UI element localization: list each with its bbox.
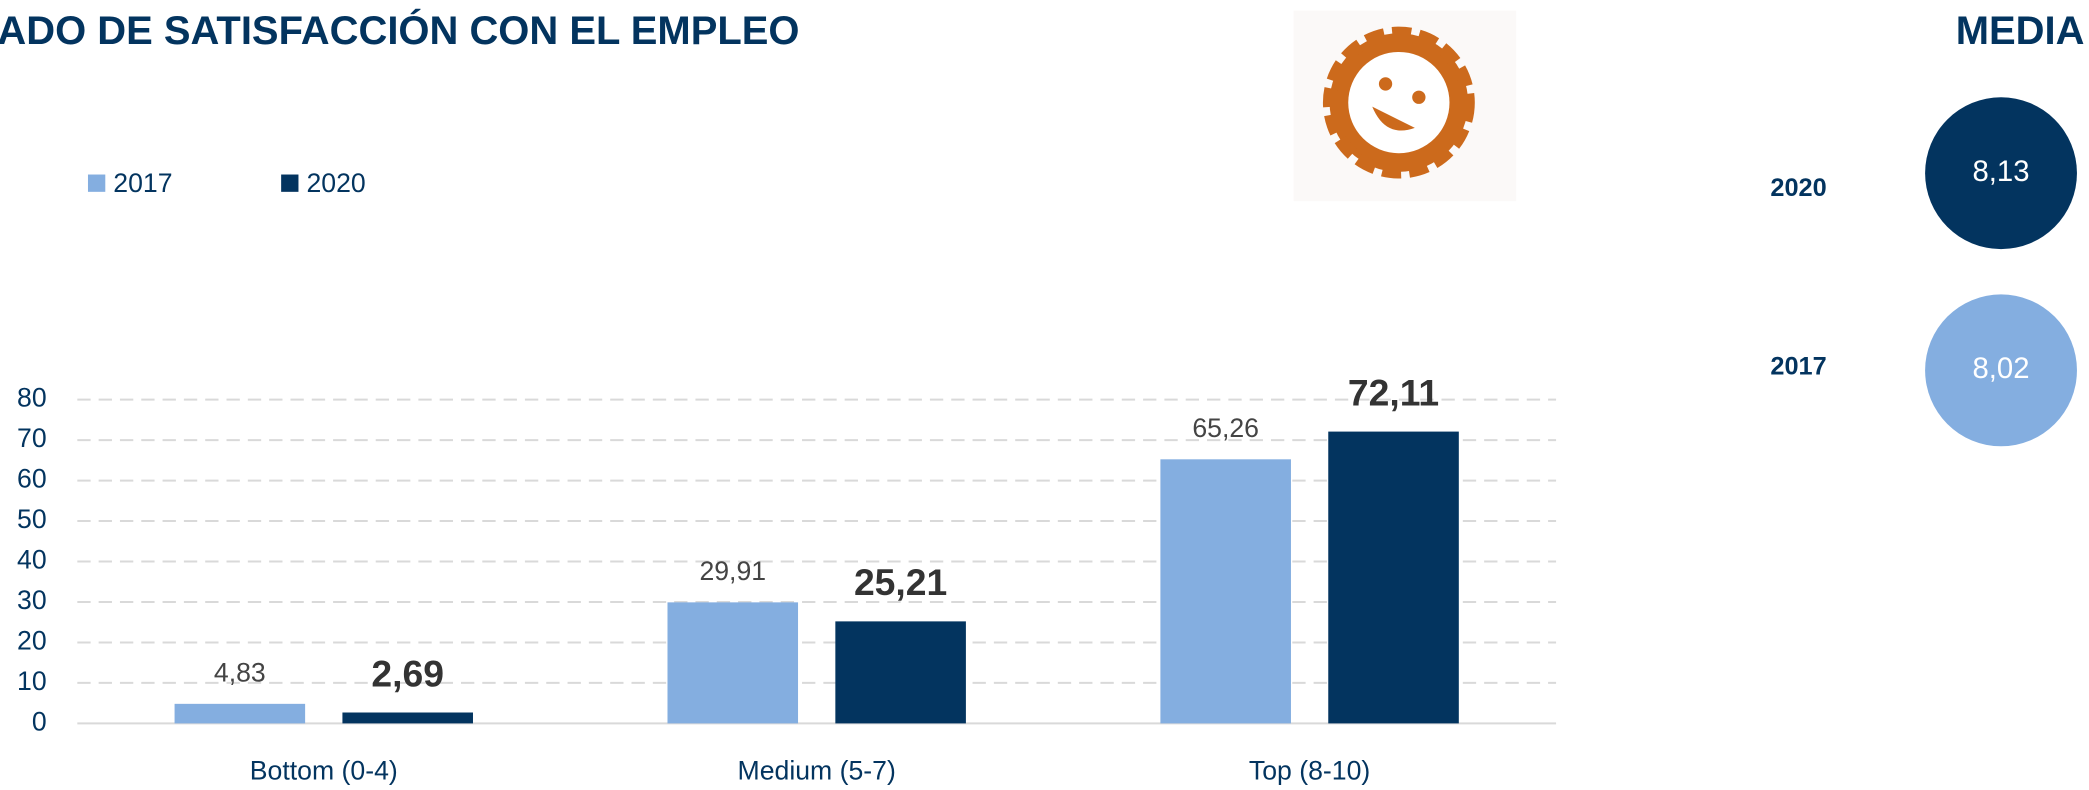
bar	[835, 621, 966, 724]
legend-label: 2020	[306, 168, 365, 198]
x-tick-label: Top (8-10)	[1249, 756, 1370, 786]
media-circle	[1925, 97, 2077, 250]
bar	[174, 703, 306, 724]
media-year: 2017	[1770, 352, 1826, 380]
y-tick-label: 70	[17, 423, 47, 453]
y-tick-label: 30	[17, 585, 47, 615]
bar	[667, 602, 799, 724]
data-label: 65,26	[1192, 413, 1259, 443]
smiley-icon	[1293, 10, 1517, 202]
legend-swatch	[281, 174, 299, 192]
y-tick-label: 80	[17, 383, 47, 413]
data-label: 25,21	[854, 561, 947, 603]
data-label: 2,69	[371, 652, 444, 694]
media-circle	[1925, 294, 2077, 447]
chart-title: ADO DE SATISFACCIÓN CON EL EMPLEO	[0, 7, 799, 53]
y-tick-label: 50	[17, 504, 47, 534]
data-label: 29,91	[699, 556, 766, 586]
media-year: 2020	[1770, 174, 1826, 202]
data-label: 72,11	[1348, 371, 1439, 413]
bar	[1328, 431, 1459, 724]
x-tick-label: Bottom (0-4)	[250, 756, 398, 786]
x-tick-label: Medium (5-7)	[738, 756, 896, 786]
data-label: 4,83	[214, 658, 266, 688]
legend-label: 2017	[113, 168, 172, 198]
bar	[1160, 459, 1291, 724]
media-value: 8,13	[1973, 155, 2030, 188]
bar	[342, 712, 473, 724]
y-tick-label: 10	[17, 666, 47, 696]
y-tick-label: 0	[32, 706, 47, 736]
y-tick-label: 60	[17, 464, 47, 494]
y-tick-label: 40	[17, 545, 47, 575]
legend-swatch	[87, 174, 106, 192]
media-value: 8,02	[1973, 352, 2030, 385]
y-tick-label: 20	[17, 625, 47, 655]
media-title: MEDIA	[1956, 9, 2085, 53]
